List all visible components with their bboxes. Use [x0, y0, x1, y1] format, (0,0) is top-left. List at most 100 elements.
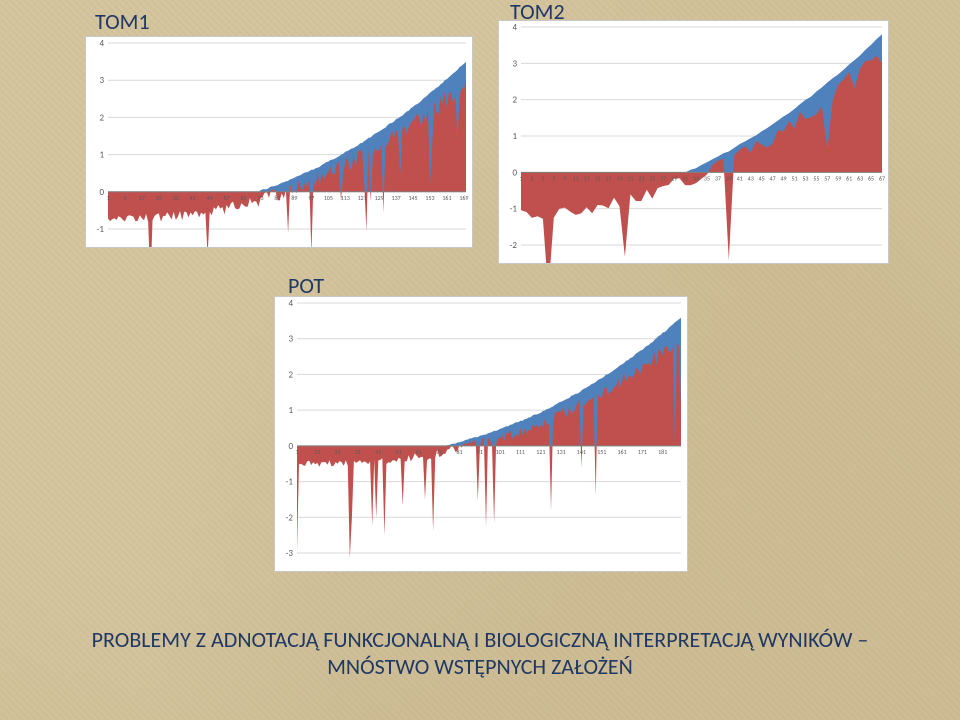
svg-text:3: 3: [530, 174, 533, 182]
svg-text:57: 57: [224, 194, 230, 202]
svg-text:-2: -2: [510, 240, 518, 251]
tom1-label: TOM1: [95, 8, 150, 35]
svg-text:81: 81: [274, 194, 280, 202]
caption-line1: PROBLEMY Z ADNOTACJĄ FUNKCJONALNĄ I BIOL…: [0, 626, 960, 653]
svg-text:131: 131: [557, 448, 566, 456]
svg-text:0: 0: [288, 441, 293, 452]
svg-text:101: 101: [496, 448, 505, 456]
svg-text:33: 33: [173, 194, 179, 202]
svg-text:39: 39: [726, 174, 732, 182]
svg-text:2: 2: [288, 369, 293, 380]
svg-text:-1: -1: [510, 204, 518, 215]
slide: TOM1 TOM2 POT -1012341917253341495765738…: [0, 0, 960, 720]
svg-text:41: 41: [190, 194, 196, 202]
svg-text:161: 161: [442, 194, 451, 202]
svg-text:41: 41: [737, 174, 743, 182]
svg-text:11: 11: [314, 448, 320, 456]
tom2-chart: -2-1012341357911131517192123252729313335…: [498, 20, 889, 264]
svg-text:1: 1: [99, 150, 104, 161]
svg-text:121: 121: [358, 194, 367, 202]
pot-label: POT: [288, 272, 324, 299]
svg-text:129: 129: [375, 194, 384, 202]
svg-text:-1: -1: [286, 477, 294, 488]
svg-text:47: 47: [770, 174, 776, 182]
svg-text:61: 61: [846, 174, 852, 182]
svg-text:13: 13: [584, 174, 590, 182]
svg-text:153: 153: [425, 194, 434, 202]
svg-text:113: 113: [341, 194, 350, 202]
svg-text:3: 3: [512, 58, 517, 69]
svg-text:65: 65: [241, 194, 247, 202]
svg-text:2: 2: [512, 95, 517, 106]
tom1-chart: -101234191725334149576573818997105113121…: [85, 36, 473, 248]
series-red: [108, 79, 466, 247]
svg-text:25: 25: [649, 174, 655, 182]
svg-text:-3: -3: [286, 548, 294, 559]
chart-svg: -101234191725334149576573818997105113121…: [86, 37, 472, 247]
chart-svg: -3-2-10123411121314151617181911011111211…: [275, 297, 687, 571]
svg-text:2: 2: [99, 112, 104, 123]
svg-text:55: 55: [813, 174, 819, 182]
svg-text:145: 145: [408, 194, 417, 202]
svg-text:137: 137: [392, 194, 401, 202]
svg-text:91: 91: [477, 448, 483, 456]
svg-text:17: 17: [605, 174, 611, 182]
svg-text:19: 19: [616, 174, 622, 182]
svg-text:29: 29: [671, 174, 677, 182]
svg-text:65: 65: [868, 174, 874, 182]
svg-text:97: 97: [308, 194, 314, 202]
svg-text:5: 5: [541, 174, 544, 182]
svg-text:25: 25: [156, 194, 162, 202]
svg-text:141: 141: [577, 448, 586, 456]
svg-text:43: 43: [748, 174, 754, 182]
caption-line2: MNÓSTWO WSTĘPNYCH ZAŁOŻEŃ: [0, 653, 960, 680]
svg-text:21: 21: [335, 448, 341, 456]
pot-chart: -3-2-10123411121314151617181911011111211…: [274, 296, 688, 572]
svg-text:63: 63: [857, 174, 863, 182]
svg-text:37: 37: [715, 174, 721, 182]
svg-text:27: 27: [660, 174, 666, 182]
svg-text:0: 0: [512, 167, 517, 178]
svg-text:59: 59: [835, 174, 841, 182]
svg-text:1: 1: [519, 174, 522, 182]
svg-text:4: 4: [99, 38, 104, 49]
svg-text:31: 31: [355, 448, 361, 456]
svg-text:4: 4: [512, 22, 517, 33]
svg-text:61: 61: [416, 448, 422, 456]
caption: PROBLEMY Z ADNOTACJĄ FUNKCJONALNĄ I BIOL…: [0, 626, 960, 680]
svg-text:7: 7: [552, 174, 555, 182]
svg-text:31: 31: [682, 174, 688, 182]
svg-text:53: 53: [802, 174, 808, 182]
svg-text:1: 1: [512, 131, 517, 142]
svg-text:11: 11: [573, 174, 579, 182]
svg-text:-2: -2: [286, 512, 294, 523]
svg-text:71: 71: [436, 448, 442, 456]
svg-text:81: 81: [456, 448, 462, 456]
svg-text:3: 3: [288, 334, 293, 345]
svg-text:0: 0: [99, 187, 104, 198]
svg-text:181: 181: [658, 448, 667, 456]
svg-text:169: 169: [459, 194, 468, 202]
svg-text:1: 1: [295, 448, 298, 456]
svg-text:15: 15: [595, 174, 601, 182]
svg-text:161: 161: [618, 448, 627, 456]
svg-text:105: 105: [324, 194, 333, 202]
svg-text:111: 111: [516, 448, 525, 456]
svg-text:89: 89: [291, 194, 297, 202]
svg-text:1: 1: [288, 405, 293, 416]
svg-text:49: 49: [207, 194, 213, 202]
svg-text:4: 4: [288, 298, 293, 309]
svg-text:9: 9: [563, 174, 566, 182]
svg-text:151: 151: [597, 448, 606, 456]
svg-text:35: 35: [704, 174, 710, 182]
svg-text:45: 45: [759, 174, 765, 182]
chart-svg: -2-1012341357911131517192123252729313335…: [499, 21, 888, 263]
svg-text:9: 9: [123, 194, 126, 202]
svg-text:23: 23: [638, 174, 644, 182]
svg-text:121: 121: [536, 448, 545, 456]
svg-text:67: 67: [879, 174, 885, 182]
svg-text:17: 17: [139, 194, 145, 202]
svg-text:41: 41: [375, 448, 381, 456]
svg-text:3: 3: [99, 75, 104, 86]
svg-text:1: 1: [106, 194, 109, 202]
